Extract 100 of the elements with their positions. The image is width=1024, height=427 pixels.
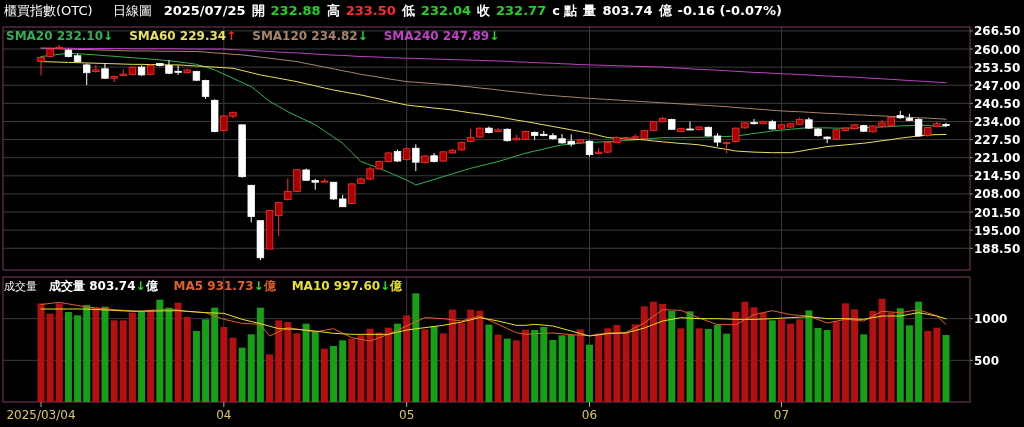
bar	[841, 303, 849, 402]
bar	[494, 334, 502, 402]
y-tick-label: 1000	[974, 312, 1008, 327]
bar	[750, 307, 758, 402]
bar	[394, 323, 401, 402]
bar	[604, 328, 612, 402]
bar	[247, 334, 255, 402]
series-label: MA5 931.73↓億	[173, 279, 277, 293]
series-label: SMA60 229.34↑	[129, 29, 237, 43]
bar	[869, 311, 877, 402]
bar	[83, 305, 91, 402]
bar	[768, 320, 776, 402]
bar	[476, 310, 484, 402]
bar	[320, 348, 328, 402]
bar	[686, 311, 694, 402]
bar	[330, 346, 337, 402]
bar	[759, 312, 767, 402]
line-series	[40, 301, 947, 342]
bar	[458, 322, 465, 402]
bar	[302, 323, 310, 402]
text: 量	[582, 3, 597, 18]
x-tick-label: 2025/03/04	[6, 408, 76, 422]
bar	[256, 307, 264, 402]
y-tick-label: 266.50	[974, 24, 1021, 39]
bar	[805, 310, 813, 402]
y-tick-label: 234.00	[974, 114, 1021, 129]
series-label: SMA240 247.89↓	[383, 29, 500, 43]
candlestick	[750, 118, 758, 126]
text: 收	[477, 3, 492, 18]
y-tick-label: 208.00	[974, 187, 1021, 202]
bar	[266, 354, 274, 402]
bar	[915, 301, 923, 402]
text: 低	[400, 3, 415, 18]
bar	[622, 332, 630, 402]
bar	[576, 329, 584, 402]
bar	[631, 324, 639, 402]
bar	[695, 328, 703, 402]
bar	[119, 320, 127, 402]
bar	[412, 293, 420, 402]
bar	[384, 327, 392, 402]
bar	[832, 321, 840, 402]
bar	[558, 335, 566, 402]
candlestick	[686, 120, 694, 131]
text: 億	[657, 3, 673, 18]
bar	[659, 304, 667, 402]
text: 開	[251, 3, 265, 18]
candlestick	[914, 117, 923, 138]
x-tick-label: 06	[581, 408, 598, 422]
text: c 點	[552, 3, 578, 18]
bar	[704, 329, 712, 402]
bar	[933, 327, 941, 402]
candlestick	[110, 75, 118, 83]
bar	[375, 332, 383, 402]
bar	[138, 311, 146, 402]
bar	[293, 333, 301, 402]
text: MA10 997.60↓億	[291, 279, 404, 293]
y-tick-label: 240.50	[974, 96, 1021, 111]
bar	[92, 307, 100, 402]
series-label: 成交量 803.74↓億	[48, 279, 159, 293]
y-tick-label: 221.00	[974, 151, 1021, 166]
bar	[183, 317, 191, 402]
candlestick	[942, 122, 950, 128]
bar	[46, 313, 54, 402]
bar	[668, 311, 676, 402]
candlestick	[274, 202, 283, 237]
bar	[156, 299, 164, 402]
series-label: SMA20 232.10↓	[6, 29, 114, 43]
line-series	[40, 308, 947, 337]
y-tick-label: 195.00	[974, 223, 1021, 238]
bar	[777, 319, 785, 402]
text: 2025/07/25	[163, 3, 246, 18]
bar	[860, 334, 868, 402]
bar	[540, 327, 548, 402]
text: 高	[326, 3, 340, 18]
bar	[787, 323, 795, 402]
bar	[439, 333, 447, 402]
y-tick-label: 247.00	[974, 78, 1021, 93]
bar	[220, 327, 228, 402]
y-tick-label: 500	[974, 353, 1000, 368]
bar	[211, 307, 219, 402]
text: 232.77	[496, 3, 547, 18]
bar	[905, 325, 913, 402]
bar	[128, 312, 136, 402]
x-tick-label: 04	[216, 408, 232, 422]
line-series	[40, 47, 947, 84]
bar	[147, 309, 155, 402]
bar	[229, 337, 237, 402]
bar	[741, 301, 749, 402]
text: 803.74	[602, 3, 653, 18]
bar	[851, 309, 859, 402]
bar	[796, 319, 804, 402]
bar	[531, 330, 539, 402]
text: 233.50	[345, 3, 396, 18]
text: 232.88	[270, 3, 321, 18]
bar	[174, 302, 182, 402]
bar	[823, 330, 831, 402]
bar	[403, 315, 411, 402]
bar	[586, 344, 593, 402]
series-label: SMA120 234.82↓	[252, 29, 368, 43]
bar	[549, 340, 557, 402]
